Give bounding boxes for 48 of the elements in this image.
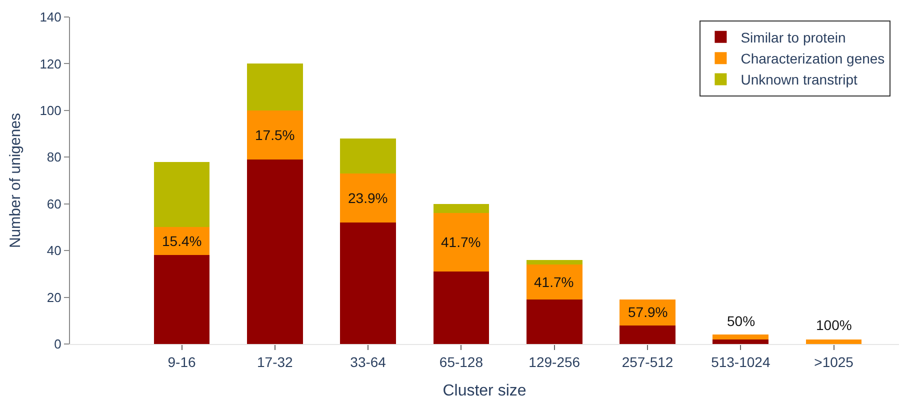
annotation: 41.7% [534,274,574,290]
bar [806,339,862,344]
y-tick-label: 140 [40,10,62,25]
x-tick-label: 33-64 [350,354,386,370]
bar [526,260,582,265]
bar [246,64,303,110]
bar [526,300,582,344]
y-tick-label: 100 [40,102,62,118]
bar [526,264,582,300]
bar [712,339,769,344]
x-tick-label: 9-16 [168,354,196,370]
bar [340,138,396,174]
y-tick-label: 80 [46,150,62,165]
bar [246,159,303,344]
bar [246,110,303,160]
annotation: 15.4% [162,233,202,249]
y-axis-title: Number of unigenes [6,112,24,248]
bar [620,300,676,326]
legend-label: Characterization genes [740,50,885,67]
annotation: 17.5% [255,127,295,143]
bar [154,162,210,228]
bar [620,325,676,344]
legend-label: Unknown transtript [740,72,858,88]
bar [433,272,490,344]
x-tick-label: 17-32 [257,354,294,370]
x-tick-label: >1025 [814,354,854,370]
bar [712,334,769,340]
y-tick-label: 20 [46,290,62,305]
x-tick-label: 513-1024 [711,354,770,370]
bar [433,204,490,214]
x-tick-label: 257-512 [622,354,674,370]
bar [340,173,396,223]
legend-label: Similar to protein [740,29,846,46]
x-tick-label: 129-256 [528,354,580,370]
annotation: 41.7% [441,234,481,250]
y-tick-label: 0 [54,336,62,352]
annotation: 50% [727,313,756,329]
x-tick-label: 65-128 [439,354,484,370]
x-axis-title: Cluster size [442,382,526,400]
y-tick-label: 120 [40,56,62,72]
y-tick-label: 60 [46,196,62,212]
y-tick-label: 40 [46,243,62,258]
bar [154,255,210,344]
bar [433,213,490,272]
annotation: 57.9% [628,304,668,320]
annotation: 100% [816,317,852,333]
annotation: 23.9% [348,190,388,206]
bar [340,222,396,344]
